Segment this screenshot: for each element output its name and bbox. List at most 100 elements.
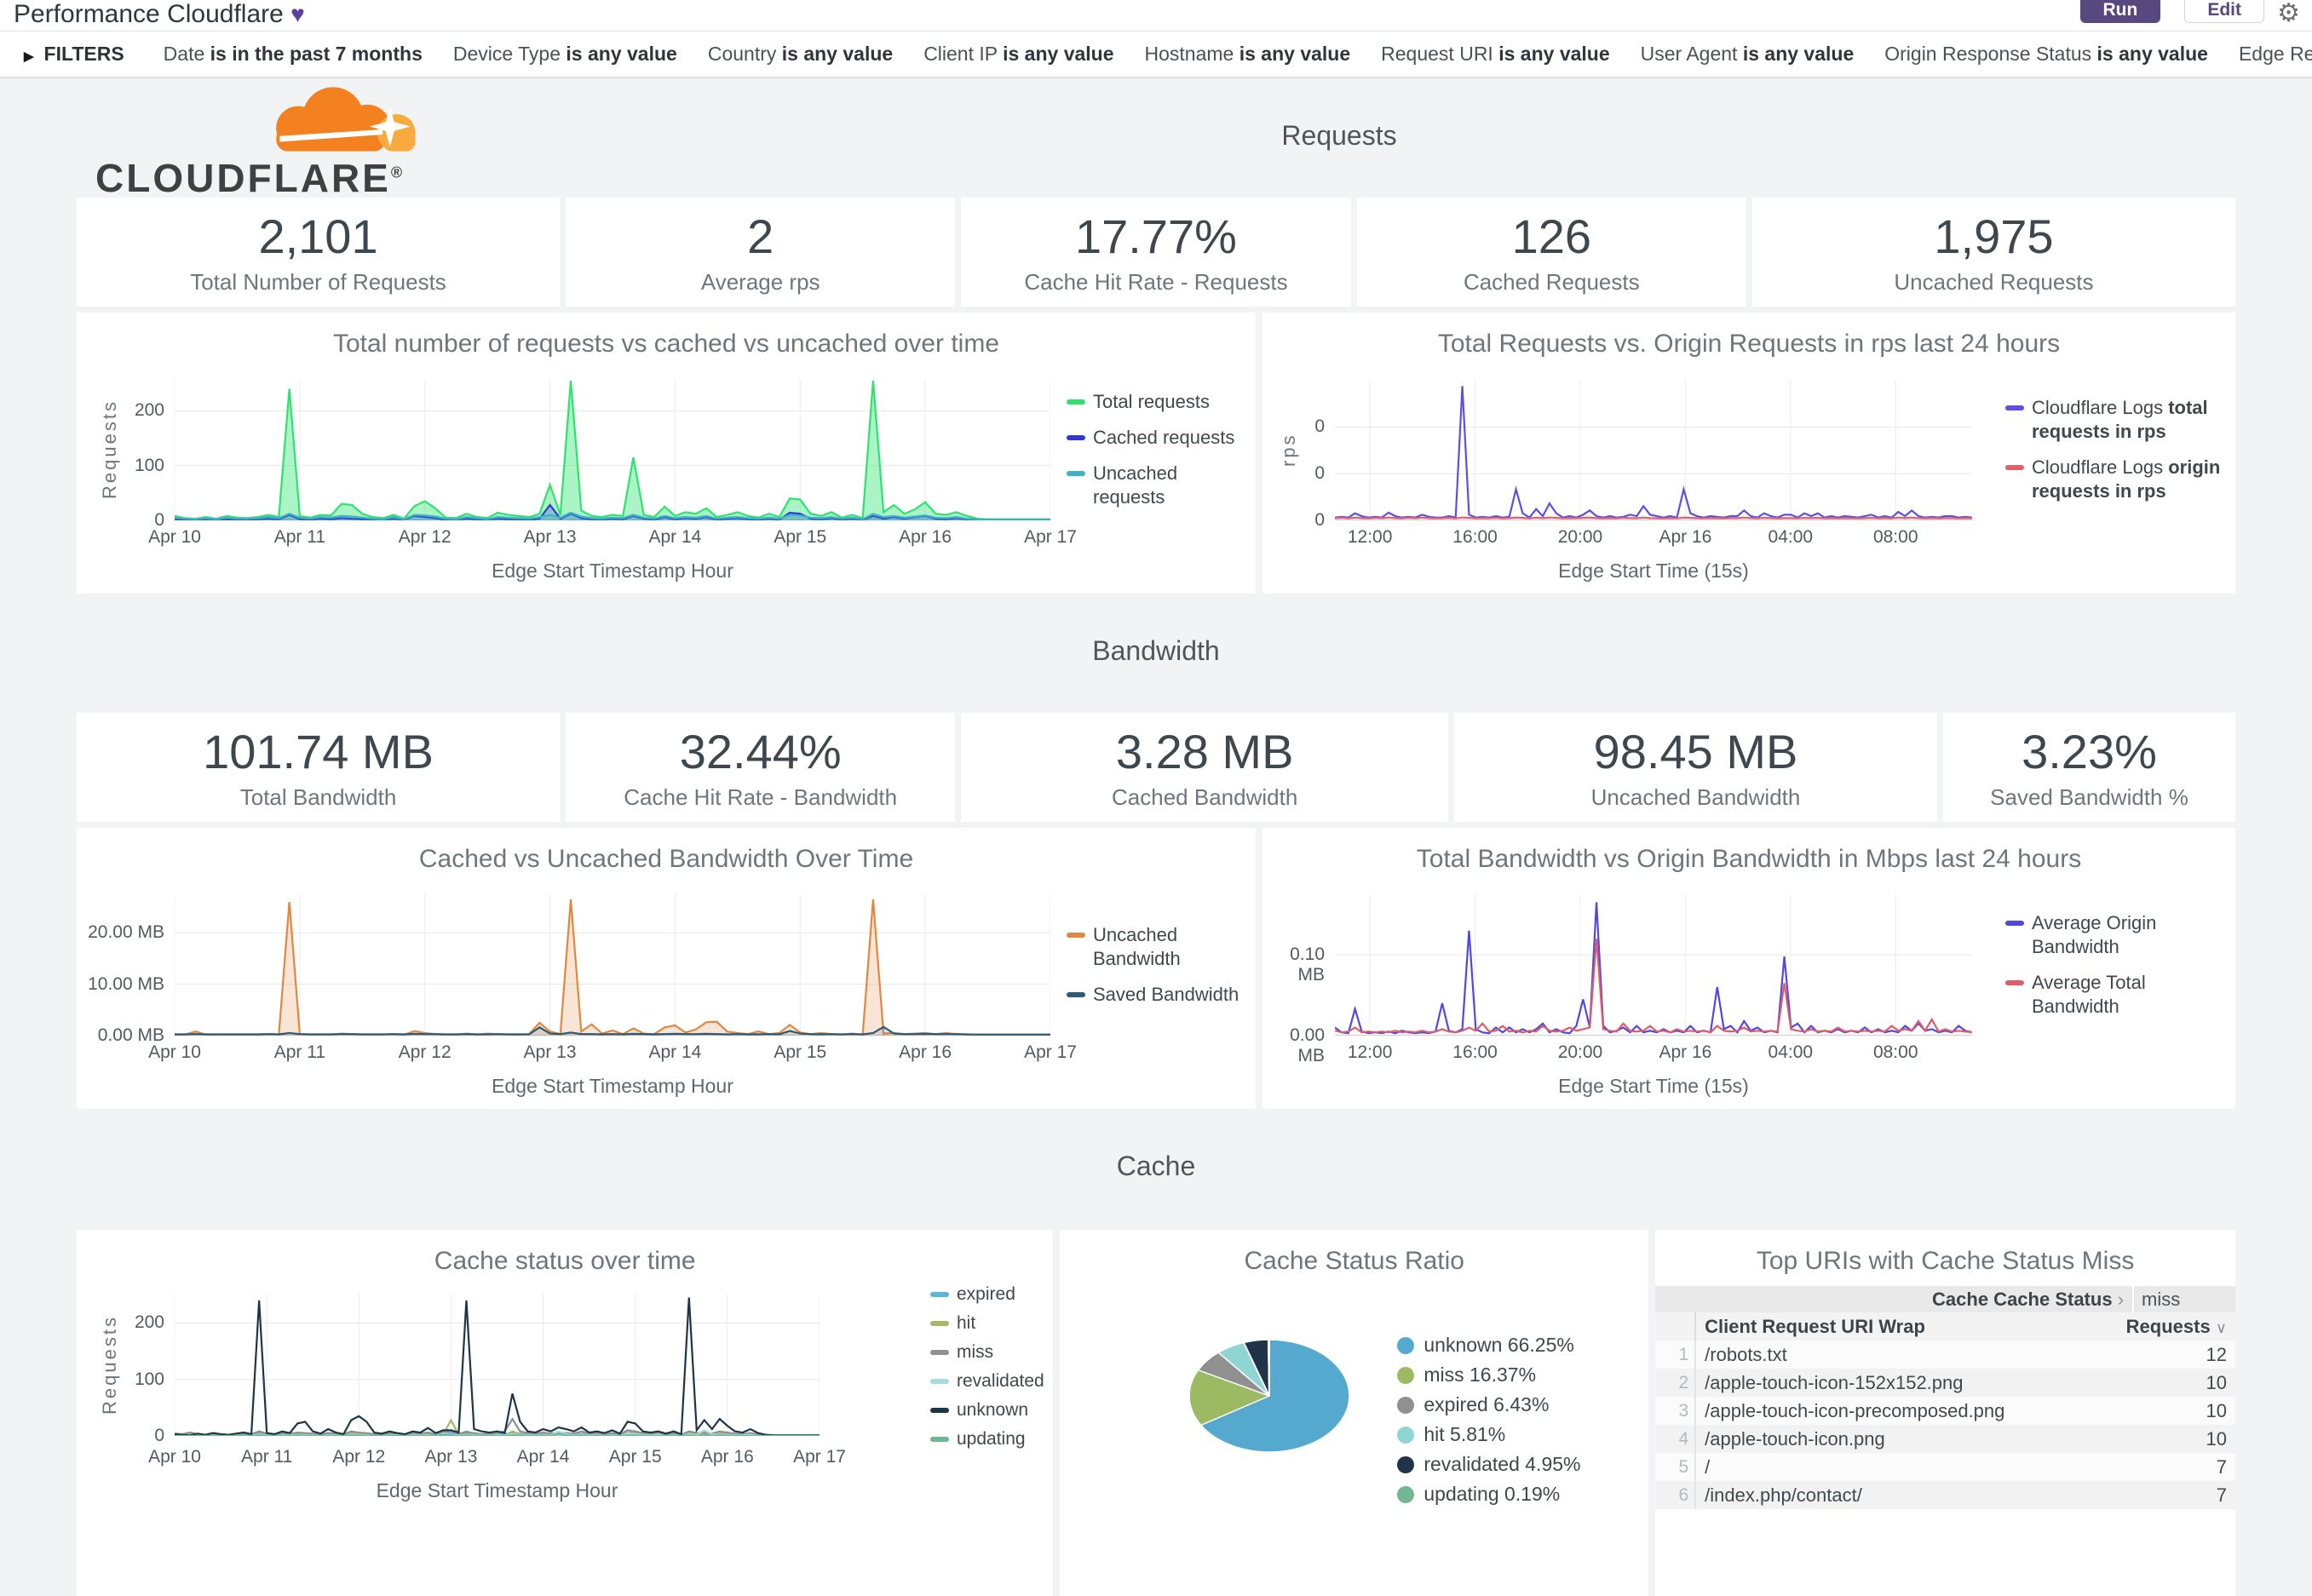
kpi-label: Saved Bandwidth % <box>1990 784 2188 810</box>
charts-row-cache: Cache status over time Requests 0 100 200 … <box>77 1230 2236 1596</box>
pie-legend-item[interactable]: expired 6.43% <box>1397 1393 1580 1416</box>
table-row[interactable]: 6/index.php/contact/7 <box>1655 1481 2236 1509</box>
legend-item[interactable]: Uncached requests <box>1067 462 1252 509</box>
legend-label: updating <box>957 1429 1026 1449</box>
run-button[interactable]: Run <box>2079 0 2161 23</box>
table-row[interactable]: 5 / 7 <box>1655 1453 2236 1481</box>
legend-item[interactable]: Cloudflare Logs total requests in rps <box>2005 396 2232 444</box>
y-tick-label: 0 <box>1314 416 1325 437</box>
kpi-cached-bandwidth: 3.28 MB Cached Bandwidth <box>961 713 1448 822</box>
y-tick-label: 200 <box>134 1312 164 1333</box>
legend-label: Average Total Bandwidth <box>2032 972 2146 1017</box>
x-tick-label: 16:00 <box>1452 527 1498 547</box>
requests-cell: 10 <box>2206 1427 2228 1450</box>
kpi-label: Uncached Requests <box>1894 268 2094 295</box>
x-tick-label: Apr 16 <box>700 1447 754 1467</box>
chart-title: Cache status over time <box>434 1247 696 1275</box>
chart-bandwidth-last-24-hours: Total Bandwidth vs Origin Bandwidth in M… <box>1262 828 2235 1109</box>
requests-cell: 7 <box>2216 1484 2228 1506</box>
charts-row-requests: Total number of requests vs cached vs un… <box>77 313 2235 594</box>
section-heading-bandwidth: Bandwidth <box>1092 635 1220 666</box>
table-pivot-band: Cache Cache Status › miss <box>1655 1286 2236 1312</box>
pivot-value: miss <box>2142 1289 2181 1310</box>
requests-header-row: CLOUDFLARE® Requests <box>77 78 2235 200</box>
x-tick-label: 12:00 <box>1347 527 1393 547</box>
edit-button[interactable]: Edit <box>2184 0 2264 23</box>
x-tick-label: Apr 17 <box>793 1447 846 1467</box>
pie-legend-item[interactable]: hit 5.81% <box>1397 1423 1580 1446</box>
pie-legend-item[interactable]: revalidated 4.95% <box>1397 1453 1580 1476</box>
filter-item[interactable]: Country is any value <box>707 43 894 65</box>
x-tick-label: Apr 13 <box>523 527 577 547</box>
y-tick-label: 0.00 MB <box>97 1025 164 1045</box>
chart-plot-area <box>175 379 1050 520</box>
legend-item[interactable]: revalidated <box>930 1369 1055 1393</box>
filter-item[interactable]: Client IP is any value <box>923 43 1114 65</box>
row-number-header <box>1655 1312 1697 1341</box>
legend-item[interactable]: miss <box>930 1341 1055 1364</box>
kpi-row-bandwidth: 101.74 MB Total Bandwidth 32.44% Cache H… <box>77 713 2235 822</box>
uri-cell: /apple-touch-icon-precomposed.png <box>1705 1399 2005 1421</box>
table-row[interactable]: 1/robots.txt 12 <box>1655 1341 2236 1369</box>
legend-item[interactable]: unknown <box>930 1398 1055 1422</box>
legend-item[interactable]: Average Total Bandwidth <box>2005 971 2232 1019</box>
chart-cache-status-ratio: Cache Status Ratio unknown 66.25% miss 16… <box>1060 1230 1649 1596</box>
legend-item[interactable]: Cloudflare Logs origin requests in rps <box>2005 456 2232 503</box>
legend-item[interactable]: hit <box>930 1312 1055 1335</box>
filters-toggle[interactable]: ▶ FILTERS <box>24 43 124 66</box>
y-axis-label: rps <box>1278 433 1299 467</box>
legend-dot <box>1397 1455 1415 1473</box>
pivot-header[interactable]: Cache Cache Status › <box>1655 1286 2135 1312</box>
table-row[interactable]: 2/apple-touch-icon-152x152.png 10 <box>1655 1369 2236 1397</box>
row-number: 2 <box>1655 1369 1697 1397</box>
filter-item[interactable]: Device Type is any value <box>452 43 677 65</box>
legend-label: hit <box>957 1313 976 1333</box>
kpi-label: Average rps <box>700 268 820 295</box>
legend-dot <box>1397 1336 1415 1354</box>
legend-swatch <box>1067 399 1085 405</box>
x-tick-label: Apr 11 <box>273 1042 326 1062</box>
row-number: 6 <box>1655 1481 1697 1509</box>
table-row[interactable]: 4/apple-touch-icon.png 10 <box>1655 1425 2236 1453</box>
legend-swatch <box>2005 980 2024 985</box>
x-tick-label: Apr 16 <box>1659 527 1712 547</box>
pie-legend-label: unknown 66.25% <box>1423 1334 1574 1356</box>
filter-item[interactable]: Date is in the past 7 months <box>163 43 423 65</box>
legend-label: miss <box>957 1342 994 1362</box>
pie-legend-item[interactable]: unknown 66.25% <box>1397 1334 1580 1357</box>
filter-item[interactable]: User Agent is any value <box>1640 43 1855 65</box>
legend-swatch <box>930 1408 949 1413</box>
kpi-value: 3.23% <box>2022 724 2157 778</box>
legend-item[interactable]: Average Origin Bandwidth <box>2005 911 2232 959</box>
requests-cell: 7 <box>2216 1455 2228 1478</box>
legend-swatch <box>2005 405 2024 410</box>
x-tick-label: Apr 16 <box>1659 1042 1712 1062</box>
filter-item[interactable]: Edge Response Status is any value <box>2238 43 2312 65</box>
x-tick-label: 20:00 <box>1557 1042 1603 1062</box>
column-header-uri[interactable]: Client Request URI Wrap <box>1705 1315 1925 1337</box>
table-row[interactable]: 3/apple-touch-icon-precomposed.png 10 <box>1655 1397 2236 1425</box>
gear-icon[interactable]: ⚙ <box>2277 0 2300 27</box>
legend-item[interactable]: Total requests <box>1067 390 1252 414</box>
x-tick-label: Apr 14 <box>516 1447 570 1467</box>
legend-item[interactable]: expired <box>930 1283 1055 1306</box>
legend-item[interactable]: Cached requests <box>1067 426 1252 450</box>
legend-item[interactable]: Saved Bandwidth <box>1067 983 1252 1007</box>
chart-requests-over-time: Total number of requests vs cached vs un… <box>77 313 1256 594</box>
legend-item[interactable]: updating <box>930 1427 1055 1451</box>
kpi-value: 98.45 MB <box>1593 724 1798 778</box>
column-header-requests[interactable]: Requests ∨ <box>2123 1316 2235 1338</box>
filter-item[interactable]: Request URI is any value <box>1381 43 1610 65</box>
y-tick-label: 0 <box>1314 510 1325 530</box>
pie-legend-item[interactable]: updating 0.19% <box>1397 1483 1580 1506</box>
cloudflare-wordmark: CLOUDFLARE® <box>95 156 405 200</box>
pie-legend-item[interactable]: miss 16.37% <box>1397 1363 1580 1386</box>
legend-item[interactable]: Uncached Bandwidth <box>1067 923 1252 971</box>
filter-item[interactable]: Origin Response Status is any value <box>1884 43 2208 65</box>
kpi-row-requests: 2,101 Total Number of Requests 2 Average… <box>77 198 2235 307</box>
legend-dot <box>1397 1426 1415 1444</box>
x-tick-label: Apr 10 <box>148 1447 201 1467</box>
chart-title: Total number of requests vs cached vs un… <box>332 330 1000 358</box>
row-number: 1 <box>1655 1341 1697 1369</box>
filter-item[interactable]: Hostname is any value <box>1144 43 1351 65</box>
